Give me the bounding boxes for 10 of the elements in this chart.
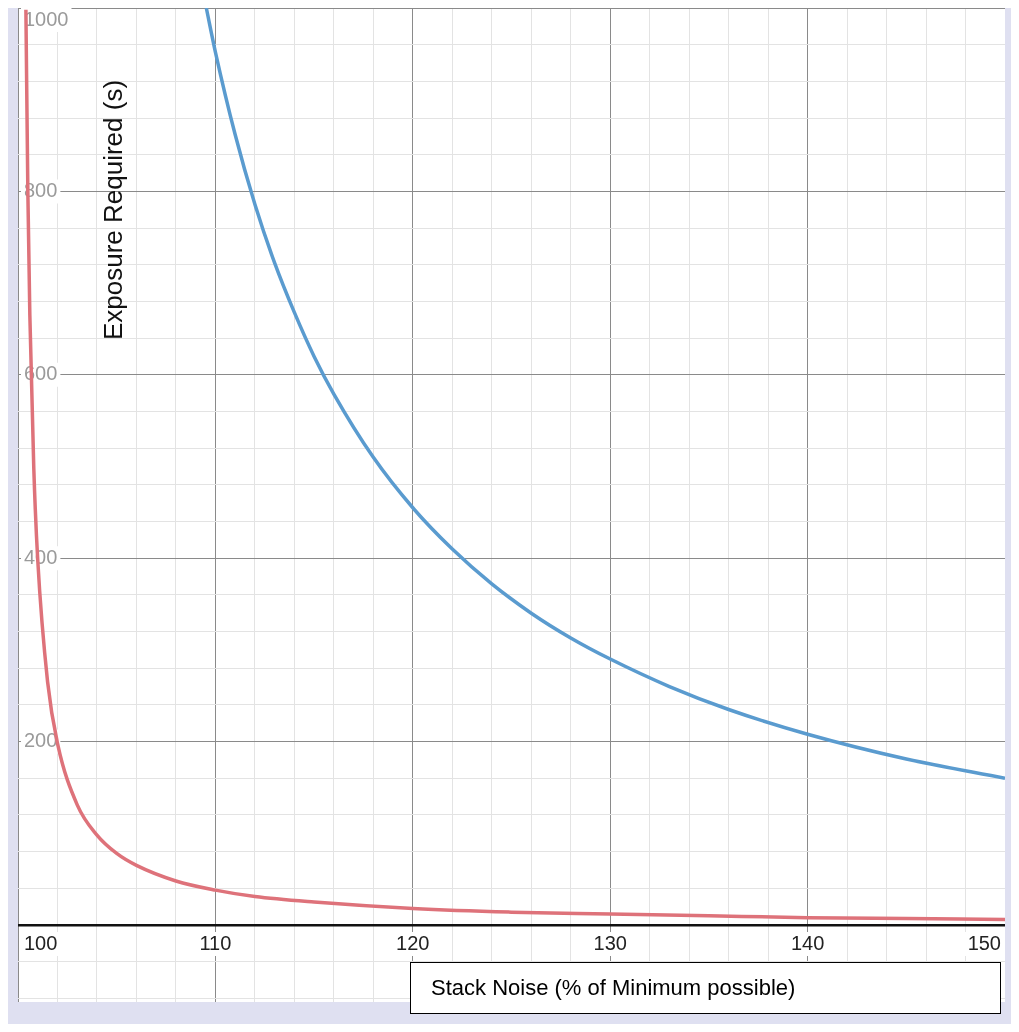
x-tick-label: 120 bbox=[396, 932, 430, 955]
y-tick-label: 200 bbox=[24, 729, 58, 752]
x-tick-label: 150 bbox=[967, 932, 1001, 955]
x-tick-label: 130 bbox=[593, 932, 627, 955]
y-axis-title: Exposure Required (s) bbox=[97, 79, 129, 341]
text-box: Stack Noise (% of Minimum possible) bbox=[410, 962, 1001, 1014]
x-tick-label: 100 bbox=[24, 932, 58, 955]
x-tick-label: 110 bbox=[199, 932, 232, 955]
line-series bbox=[204, 8, 1005, 781]
x-tick-label: 140 bbox=[790, 932, 825, 955]
